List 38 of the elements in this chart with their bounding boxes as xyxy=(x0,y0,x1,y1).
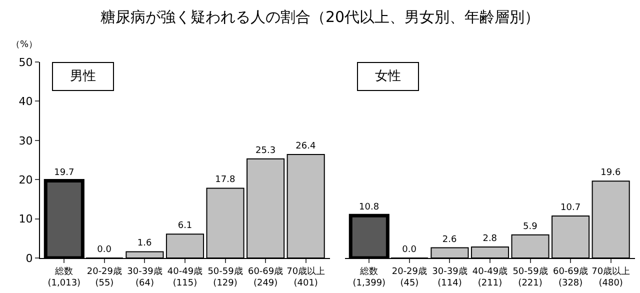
data-label: 0.0 xyxy=(402,245,417,255)
y-tick-label: 10 xyxy=(18,212,33,226)
x-tick-label: 30-39歳 (64) xyxy=(127,266,162,288)
data-label: 17.8 xyxy=(215,175,236,186)
x-tick-label: 総数 (1,399) xyxy=(352,266,386,288)
data-label: 19.7 xyxy=(54,168,74,178)
data-label: 2.8 xyxy=(482,234,498,244)
x-tick-label: 40-49歳 (211) xyxy=(472,266,508,288)
annotation: 男性 xyxy=(70,69,96,84)
data-label: 26.4 xyxy=(296,142,316,152)
data-label: 2.6 xyxy=(442,234,458,245)
data-label: 5.9 xyxy=(522,222,538,232)
x-tick-label: 60-69歳 (249) xyxy=(248,266,284,288)
x-tick-label: 総数 (1,013) xyxy=(48,266,81,288)
y-tick-label: 0 xyxy=(26,252,33,265)
data-label: 10.8 xyxy=(359,202,380,213)
x-tick-label: 50-59歳 (221) xyxy=(512,266,548,288)
y-axis-title: （%） xyxy=(11,40,38,50)
x-tick-label: 20-29歳 (55) xyxy=(86,266,122,288)
data-label: 19.6 xyxy=(600,168,621,178)
data-label: 10.7 xyxy=(560,203,581,214)
x-tick-label: 70歳以上 (401) xyxy=(286,266,326,288)
x-tick-label: 60-69歳 (328) xyxy=(552,266,588,288)
x-tick-label: 20-29歳 (45) xyxy=(392,266,428,288)
y-tick-label: 50 xyxy=(18,56,33,69)
data-label: 25.3 xyxy=(256,146,276,156)
annotation: 女性 xyxy=(375,69,401,84)
y-tick-label: 30 xyxy=(18,134,33,148)
data-label: 6.1 xyxy=(178,221,192,232)
x-tick-label: 70歳以上 (480) xyxy=(592,266,630,288)
y-tick-label: 40 xyxy=(18,95,33,108)
data-label: 1.6 xyxy=(137,238,152,249)
x-tick-label: 40-49歳 (115) xyxy=(167,266,203,288)
x-tick-label: 50-59歳 (129) xyxy=(208,266,243,288)
chart-title: 糖尿病が強く疑われる人の割合（20代以上、男女別、年齢層別） xyxy=(99,8,541,27)
y-tick-label: 20 xyxy=(18,173,33,186)
data-label: 0.0 xyxy=(97,245,112,255)
x-tick-label: 30-39歳 (114) xyxy=(432,266,468,288)
